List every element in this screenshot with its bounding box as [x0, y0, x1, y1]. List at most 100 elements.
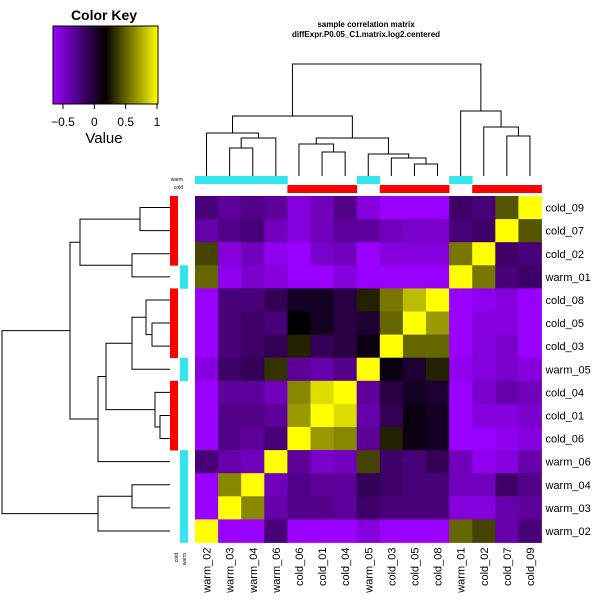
heatmap-cell-warm_04-cold_02 — [472, 473, 496, 497]
heatmap-cell-warm_04-warm_02 — [195, 473, 219, 497]
heatmap-cell-cold_04-cold_05 — [402, 380, 427, 405]
heatmap-cell-warm_06-warm_06 — [264, 450, 288, 474]
column-label-warm_06: warm_06 — [271, 548, 283, 594]
heatmap-cell-cold_05-warm_01 — [449, 311, 473, 335]
heatmap-cell-warm_06-warm_04 — [241, 450, 265, 474]
heatmap-cell-warm_04-cold_09 — [518, 473, 542, 497]
row-group-cold_03 — [170, 334, 178, 359]
heatmap-cell-cold_03-cold_01 — [310, 334, 334, 359]
heatmap-cell-cold_08-warm_05 — [356, 288, 381, 312]
group-legend-top: warm cold — [171, 177, 183, 191]
heatmap-cell-cold_04-warm_06 — [264, 380, 288, 405]
row-dendrogram-branch — [131, 484, 170, 509]
column-group-warm_02 — [195, 176, 219, 184]
heatmap-cell-cold_09-warm_06 — [264, 196, 288, 220]
heatmap-cell-cold_02-warm_03 — [218, 242, 242, 266]
heatmap-cell-cold_01-warm_03 — [218, 403, 242, 428]
heatmap-cell-warm_06-warm_01 — [449, 450, 473, 474]
heatmap-cell-cold_02-cold_08 — [426, 242, 450, 266]
heatmap-cell-cold_02-cold_05 — [402, 242, 427, 266]
heatmap-cell-cold_04-cold_02 — [472, 380, 496, 405]
heatmap-cell-cold_05-warm_02 — [195, 311, 219, 335]
heatmap-cell-cold_03-cold_06 — [287, 334, 311, 359]
row-label-cold_02: cold_02 — [546, 249, 585, 261]
heatmap-cell-cold_05-cold_09 — [518, 311, 542, 335]
heatmap-cell-warm_01-cold_04 — [333, 265, 358, 289]
heatmap-cell-warm_01-warm_01 — [449, 265, 473, 289]
heatmap-cell-warm_02-warm_03 — [218, 519, 242, 543]
heatmap-cell-cold_03-cold_08 — [426, 334, 450, 359]
column-group-cold_03 — [379, 185, 404, 193]
heatmap-cell-cold_07-cold_06 — [287, 219, 311, 243]
column-group-cold_04 — [333, 185, 358, 193]
heatmap-cell-warm_05-cold_09 — [518, 357, 542, 382]
heatmap-cell-warm_05-warm_01 — [449, 357, 473, 382]
heatmap-cell-cold_08-cold_02 — [472, 288, 496, 312]
heatmap-cell-warm_03-warm_04 — [241, 496, 265, 520]
heatmap-cell-cold_07-warm_06 — [264, 219, 288, 243]
column-group-cold_05 — [402, 185, 427, 193]
heatmap-cell-warm_02-warm_02 — [195, 519, 219, 543]
heatmap-cell-cold_09-warm_02 — [195, 196, 219, 220]
heatmap-cell-cold_08-warm_02 — [195, 288, 219, 312]
row-group-warm_05 — [180, 357, 188, 382]
column-label-cold_06: cold_06 — [294, 548, 306, 587]
group-legend-bottom: cold warm — [174, 553, 188, 565]
heatmap-cell-warm_06-cold_07 — [495, 450, 519, 474]
row-dendrogram-branch — [97, 375, 170, 463]
column-group-cold_01 — [310, 185, 334, 193]
heatmap-cell-cold_05-cold_02 — [472, 311, 496, 335]
heatmap-cell-warm_02-cold_06 — [287, 519, 311, 543]
heatmap-cell-cold_01-cold_04 — [333, 403, 358, 428]
heatmap-cell-cold_01-cold_02 — [472, 403, 496, 428]
heatmap-cell-warm_03-cold_09 — [518, 496, 542, 520]
heatmap-cell-cold_06-cold_04 — [333, 427, 358, 451]
row-label-warm_05: warm_05 — [545, 364, 591, 376]
heatmap-cell-warm_04-warm_01 — [449, 473, 473, 497]
heatmap-cell-cold_03-warm_06 — [264, 334, 288, 359]
heatmap-cell-cold_07-cold_02 — [472, 219, 496, 243]
heatmap-cell-warm_02-warm_05 — [356, 519, 381, 543]
heatmap-cell-cold_01-cold_03 — [379, 403, 404, 428]
heatmap-cell-warm_04-cold_07 — [495, 473, 519, 497]
heatmap-cell-warm_03-cold_08 — [426, 496, 450, 520]
heatmap-cell-warm_06-warm_03 — [218, 450, 242, 474]
heatmap-cell-cold_04-warm_03 — [218, 380, 242, 405]
heatmap-cell-cold_08-cold_01 — [310, 288, 334, 312]
row-group-bar — [170, 196, 188, 543]
heatmap-cell-warm_03-warm_06 — [264, 496, 288, 520]
heatmap-cell-warm_06-warm_02 — [195, 450, 219, 474]
color-key-ticks: −0.5 0 0.5 1 — [51, 104, 161, 129]
heatmap-cell-cold_02-cold_03 — [379, 242, 404, 266]
heatmap-cell-cold_01-cold_01 — [310, 403, 334, 428]
column-group-warm_04 — [241, 176, 265, 184]
heatmap-cell-warm_02-cold_01 — [310, 519, 334, 543]
heatmap-cell-cold_01-warm_06 — [264, 403, 288, 428]
row-label-warm_01: warm_01 — [545, 272, 591, 284]
heatmap-cell-warm_06-cold_06 — [287, 450, 311, 474]
heatmap-cell-cold_05-cold_07 — [495, 311, 519, 335]
color-key-title: Color Key — [71, 7, 137, 23]
column-labels: warm_02 warm_03 warm_04 warm_06 cold_06 cold_… — [202, 548, 537, 594]
heatmap-cell-cold_04-warm_05 — [356, 380, 381, 405]
heatmap-cell-cold_05-cold_04 — [333, 311, 358, 335]
column-group-warm_01 — [449, 176, 473, 184]
heatmap-cell-cold_09-cold_07 — [495, 196, 519, 220]
heatmap-cell-cold_06-warm_02 — [195, 427, 219, 451]
heatmap-cell-warm_01-cold_03 — [379, 265, 404, 289]
heatmap-cell-cold_01-warm_01 — [449, 403, 473, 428]
chart-title: sample correlation matrix — [317, 20, 415, 29]
heatmap-cell-cold_02-cold_04 — [333, 242, 358, 266]
heatmap-cell-cold_05-warm_03 — [218, 311, 242, 335]
heatmap-cell-cold_05-cold_05 — [402, 311, 427, 335]
group-legend-top-cold: cold — [174, 185, 183, 191]
heatmap-cell-warm_03-warm_05 — [356, 496, 381, 520]
heatmap-cell-cold_09-warm_03 — [218, 196, 242, 220]
heatmap-cell-warm_05-cold_08 — [426, 357, 450, 382]
column-group-warm_06 — [264, 176, 288, 184]
row-group-warm_03 — [180, 496, 188, 520]
row-labels: cold_09 cold_07 cold_02 warm_01 cold_08 cold_… — [545, 203, 591, 538]
heatmap-cell-warm_02-cold_09 — [518, 519, 542, 543]
column-label-warm_02: warm_02 — [202, 548, 214, 594]
column-label-warm_05: warm_05 — [363, 548, 375, 594]
